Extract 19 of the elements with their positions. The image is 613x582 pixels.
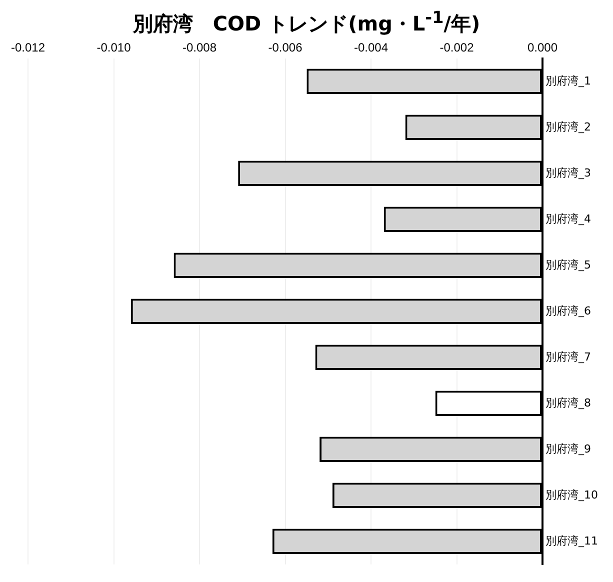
y-tick-label: 別府湾_2: [546, 120, 592, 134]
chart-title: 別府湾 COD トレンド(mg・L$^{-1}$/年): [132, 8, 482, 38]
y-tick-label: 別府湾_1: [546, 74, 592, 88]
y-tick-label: 別府湾_6: [546, 304, 592, 318]
y-tick-label: 別府湾_4: [546, 212, 592, 226]
y-tick-label: 別府湾_7: [546, 350, 592, 364]
x-tick-label: -0.004: [354, 40, 388, 55]
y-tick-label: 別府湾_9: [546, 442, 592, 456]
y-tick-label: 別府湾_5: [546, 258, 592, 272]
x-tick-label: -0.008: [182, 40, 217, 55]
y-tick-label: 別府湾_8: [546, 396, 592, 410]
x-tick-label: -0.012: [10, 40, 46, 55]
y-tick-label: 別府湾_3: [546, 166, 592, 180]
x-tick-label: -0.010: [96, 40, 132, 55]
x-tick-label: -0.006: [268, 40, 303, 55]
x-tick-label: -0.002: [440, 40, 474, 55]
x-tick-label: 0.000: [527, 40, 558, 55]
y-tick-label: 別府湾_11: [546, 534, 598, 548]
y-tick-label: 別府湾_10: [546, 488, 598, 502]
